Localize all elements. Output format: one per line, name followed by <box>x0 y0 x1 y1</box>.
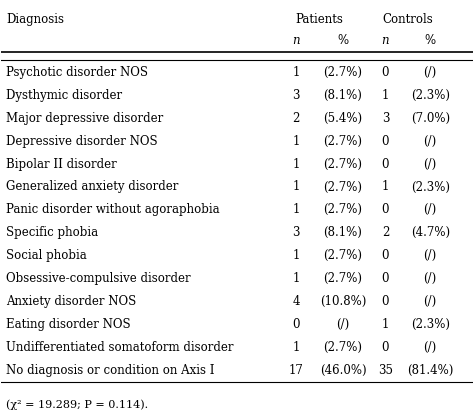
Text: Bipolar II disorder: Bipolar II disorder <box>6 158 117 171</box>
Text: (2.7%): (2.7%) <box>324 272 363 285</box>
Text: (2.3%): (2.3%) <box>410 89 450 102</box>
Text: n: n <box>292 34 300 47</box>
Text: 3: 3 <box>292 89 300 102</box>
Text: (χ² = 19.289; P = 0.114).: (χ² = 19.289; P = 0.114). <box>6 399 148 410</box>
Text: 0: 0 <box>382 272 389 285</box>
Text: (2.7%): (2.7%) <box>324 135 363 148</box>
Text: n: n <box>382 34 389 47</box>
Text: (2.7%): (2.7%) <box>324 158 363 171</box>
Text: (46.0%): (46.0%) <box>319 364 366 377</box>
Text: (/): (/) <box>424 66 437 79</box>
Text: (8.1%): (8.1%) <box>324 226 363 239</box>
Text: 3: 3 <box>382 112 389 125</box>
Text: 35: 35 <box>378 364 393 377</box>
Text: (81.4%): (81.4%) <box>407 364 454 377</box>
Text: 1: 1 <box>292 181 300 193</box>
Text: Anxiety disorder NOS: Anxiety disorder NOS <box>6 295 137 308</box>
Text: (/): (/) <box>424 295 437 308</box>
Text: 1: 1 <box>292 249 300 262</box>
Text: 1: 1 <box>382 181 389 193</box>
Text: Specific phobia: Specific phobia <box>6 226 98 239</box>
Text: 1: 1 <box>292 272 300 285</box>
Text: Controls: Controls <box>383 13 433 27</box>
Text: 0: 0 <box>382 203 389 216</box>
Text: 0: 0 <box>292 318 300 331</box>
Text: %: % <box>425 34 436 47</box>
Text: (7.0%): (7.0%) <box>410 112 450 125</box>
Text: 0: 0 <box>382 135 389 148</box>
Text: Eating disorder NOS: Eating disorder NOS <box>6 318 131 331</box>
Text: Panic disorder without agoraphobia: Panic disorder without agoraphobia <box>6 203 220 216</box>
Text: (2.7%): (2.7%) <box>324 66 363 79</box>
Text: 1: 1 <box>292 158 300 171</box>
Text: (8.1%): (8.1%) <box>324 89 363 102</box>
Text: (2.3%): (2.3%) <box>410 318 450 331</box>
Text: (/): (/) <box>424 203 437 216</box>
Text: (2.7%): (2.7%) <box>324 249 363 262</box>
Text: (10.8%): (10.8%) <box>320 295 366 308</box>
Text: (/): (/) <box>424 272 437 285</box>
Text: 1: 1 <box>292 203 300 216</box>
Text: (/): (/) <box>424 249 437 262</box>
Text: 17: 17 <box>289 364 303 377</box>
Text: 0: 0 <box>382 341 389 354</box>
Text: 0: 0 <box>382 66 389 79</box>
Text: 0: 0 <box>382 158 389 171</box>
Text: 1: 1 <box>382 89 389 102</box>
Text: 1: 1 <box>292 341 300 354</box>
Text: Undifferentiated somatoform disorder: Undifferentiated somatoform disorder <box>6 341 234 354</box>
Text: (2.3%): (2.3%) <box>410 181 450 193</box>
Text: (2.7%): (2.7%) <box>324 341 363 354</box>
Text: 1: 1 <box>292 66 300 79</box>
Text: (/): (/) <box>424 158 437 171</box>
Text: 0: 0 <box>382 249 389 262</box>
Text: Social phobia: Social phobia <box>6 249 87 262</box>
Text: 2: 2 <box>382 226 389 239</box>
Text: Dysthymic disorder: Dysthymic disorder <box>6 89 122 102</box>
Text: (4.7%): (4.7%) <box>410 226 450 239</box>
Text: 1: 1 <box>292 135 300 148</box>
Text: 3: 3 <box>292 226 300 239</box>
Text: Generalized anxiety disorder: Generalized anxiety disorder <box>6 181 179 193</box>
Text: Diagnosis: Diagnosis <box>6 13 64 27</box>
Text: (/): (/) <box>424 341 437 354</box>
Text: (2.7%): (2.7%) <box>324 203 363 216</box>
Text: Patients: Patients <box>295 13 343 27</box>
Text: 1: 1 <box>382 318 389 331</box>
Text: 4: 4 <box>292 295 300 308</box>
Text: 0: 0 <box>382 295 389 308</box>
Text: (/): (/) <box>337 318 350 331</box>
Text: Depressive disorder NOS: Depressive disorder NOS <box>6 135 158 148</box>
Text: Obsessive-compulsive disorder: Obsessive-compulsive disorder <box>6 272 191 285</box>
Text: (/): (/) <box>424 135 437 148</box>
Text: %: % <box>337 34 348 47</box>
Text: (5.4%): (5.4%) <box>323 112 363 125</box>
Text: Major depressive disorder: Major depressive disorder <box>6 112 164 125</box>
Text: No diagnosis or condition on Axis I: No diagnosis or condition on Axis I <box>6 364 215 377</box>
Text: 2: 2 <box>292 112 300 125</box>
Text: Psychotic disorder NOS: Psychotic disorder NOS <box>6 66 148 79</box>
Text: (2.7%): (2.7%) <box>324 181 363 193</box>
